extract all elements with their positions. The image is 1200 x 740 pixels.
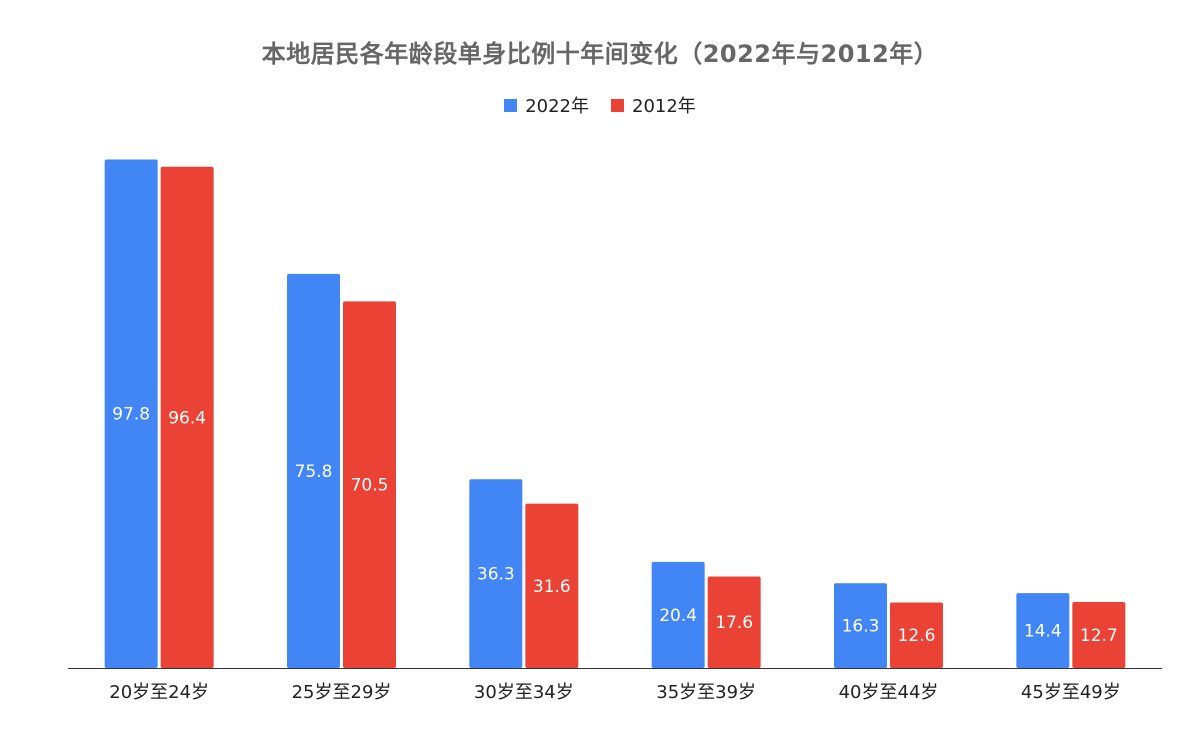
bar-2012-4 [890,602,943,668]
data-label-2022-1: 75.8 [295,462,333,482]
legend-label-2022: 2022年 [525,96,589,117]
data-label-2022-5: 14.4 [1024,622,1062,642]
data-label-2012-4: 12.6 [898,626,936,646]
chart-title: 本地居民各年龄段单身比例十年间变化（2022年与2012年） [261,40,939,68]
legend-label-2012: 2012年 [632,96,696,117]
data-label-2012-5: 12.7 [1080,626,1118,646]
data-label-2012-1: 70.5 [351,476,389,496]
bar-2012-2 [525,503,579,668]
x-tick-label-5: 45岁至49岁 [1021,682,1121,703]
x-tick-label-0: 20岁至24岁 [109,682,209,703]
bar-2012-5 [1072,601,1126,668]
data-label-2022-3: 20.4 [659,606,697,626]
legend: 2022年 2012年 [0,92,1200,118]
bar-2012-3 [707,576,761,668]
legend-swatch-2022 [504,98,518,112]
data-label-2012-2: 31.6 [533,577,571,597]
x-tick-label-2: 30岁至34岁 [474,682,574,703]
bar-2022-3 [651,561,705,668]
legend-swatch-2012 [611,98,624,112]
x-tick-label-3: 35岁至39岁 [656,682,756,703]
data-label-2022-0: 97.8 [112,405,150,425]
data-label-2012-0: 96.4 [168,408,206,428]
bar-2022-4 [834,583,887,668]
bar-2022-1 [287,273,340,668]
bar-2012-0 [160,166,214,668]
x-tick-label-4: 40岁至44岁 [839,682,939,703]
data-label-2022-2: 36.3 [477,565,515,585]
bar-2022-5 [1016,593,1070,668]
legend-item-2012: 2012年 [611,92,696,118]
bar-2022-0 [104,159,158,668]
bar-2022-2 [469,479,523,668]
x-tick-label-1: 25岁至29岁 [292,682,392,703]
legend-item-2022: 2022年 [504,92,589,118]
bar-2012-1 [343,301,396,668]
data-label-2022-4: 16.3 [842,617,880,637]
data-label-2012-3: 17.6 [715,613,753,633]
